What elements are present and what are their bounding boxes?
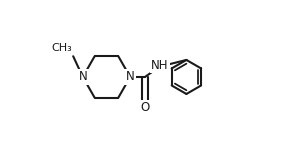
Text: N: N bbox=[126, 70, 135, 83]
Text: NH: NH bbox=[151, 59, 168, 72]
Text: CH₃: CH₃ bbox=[52, 43, 72, 53]
Text: O: O bbox=[140, 101, 150, 114]
Text: N: N bbox=[78, 70, 87, 83]
